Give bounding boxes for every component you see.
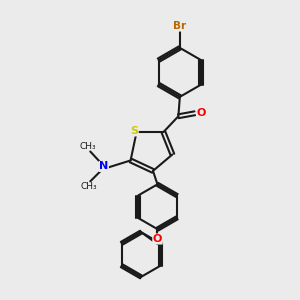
Text: N: N [99, 161, 108, 171]
Text: Br: Br [173, 21, 186, 31]
Text: S: S [130, 126, 138, 136]
Text: O: O [197, 108, 206, 118]
Text: CH₃: CH₃ [80, 142, 96, 151]
Text: CH₃: CH₃ [80, 182, 97, 191]
Text: O: O [153, 234, 162, 244]
